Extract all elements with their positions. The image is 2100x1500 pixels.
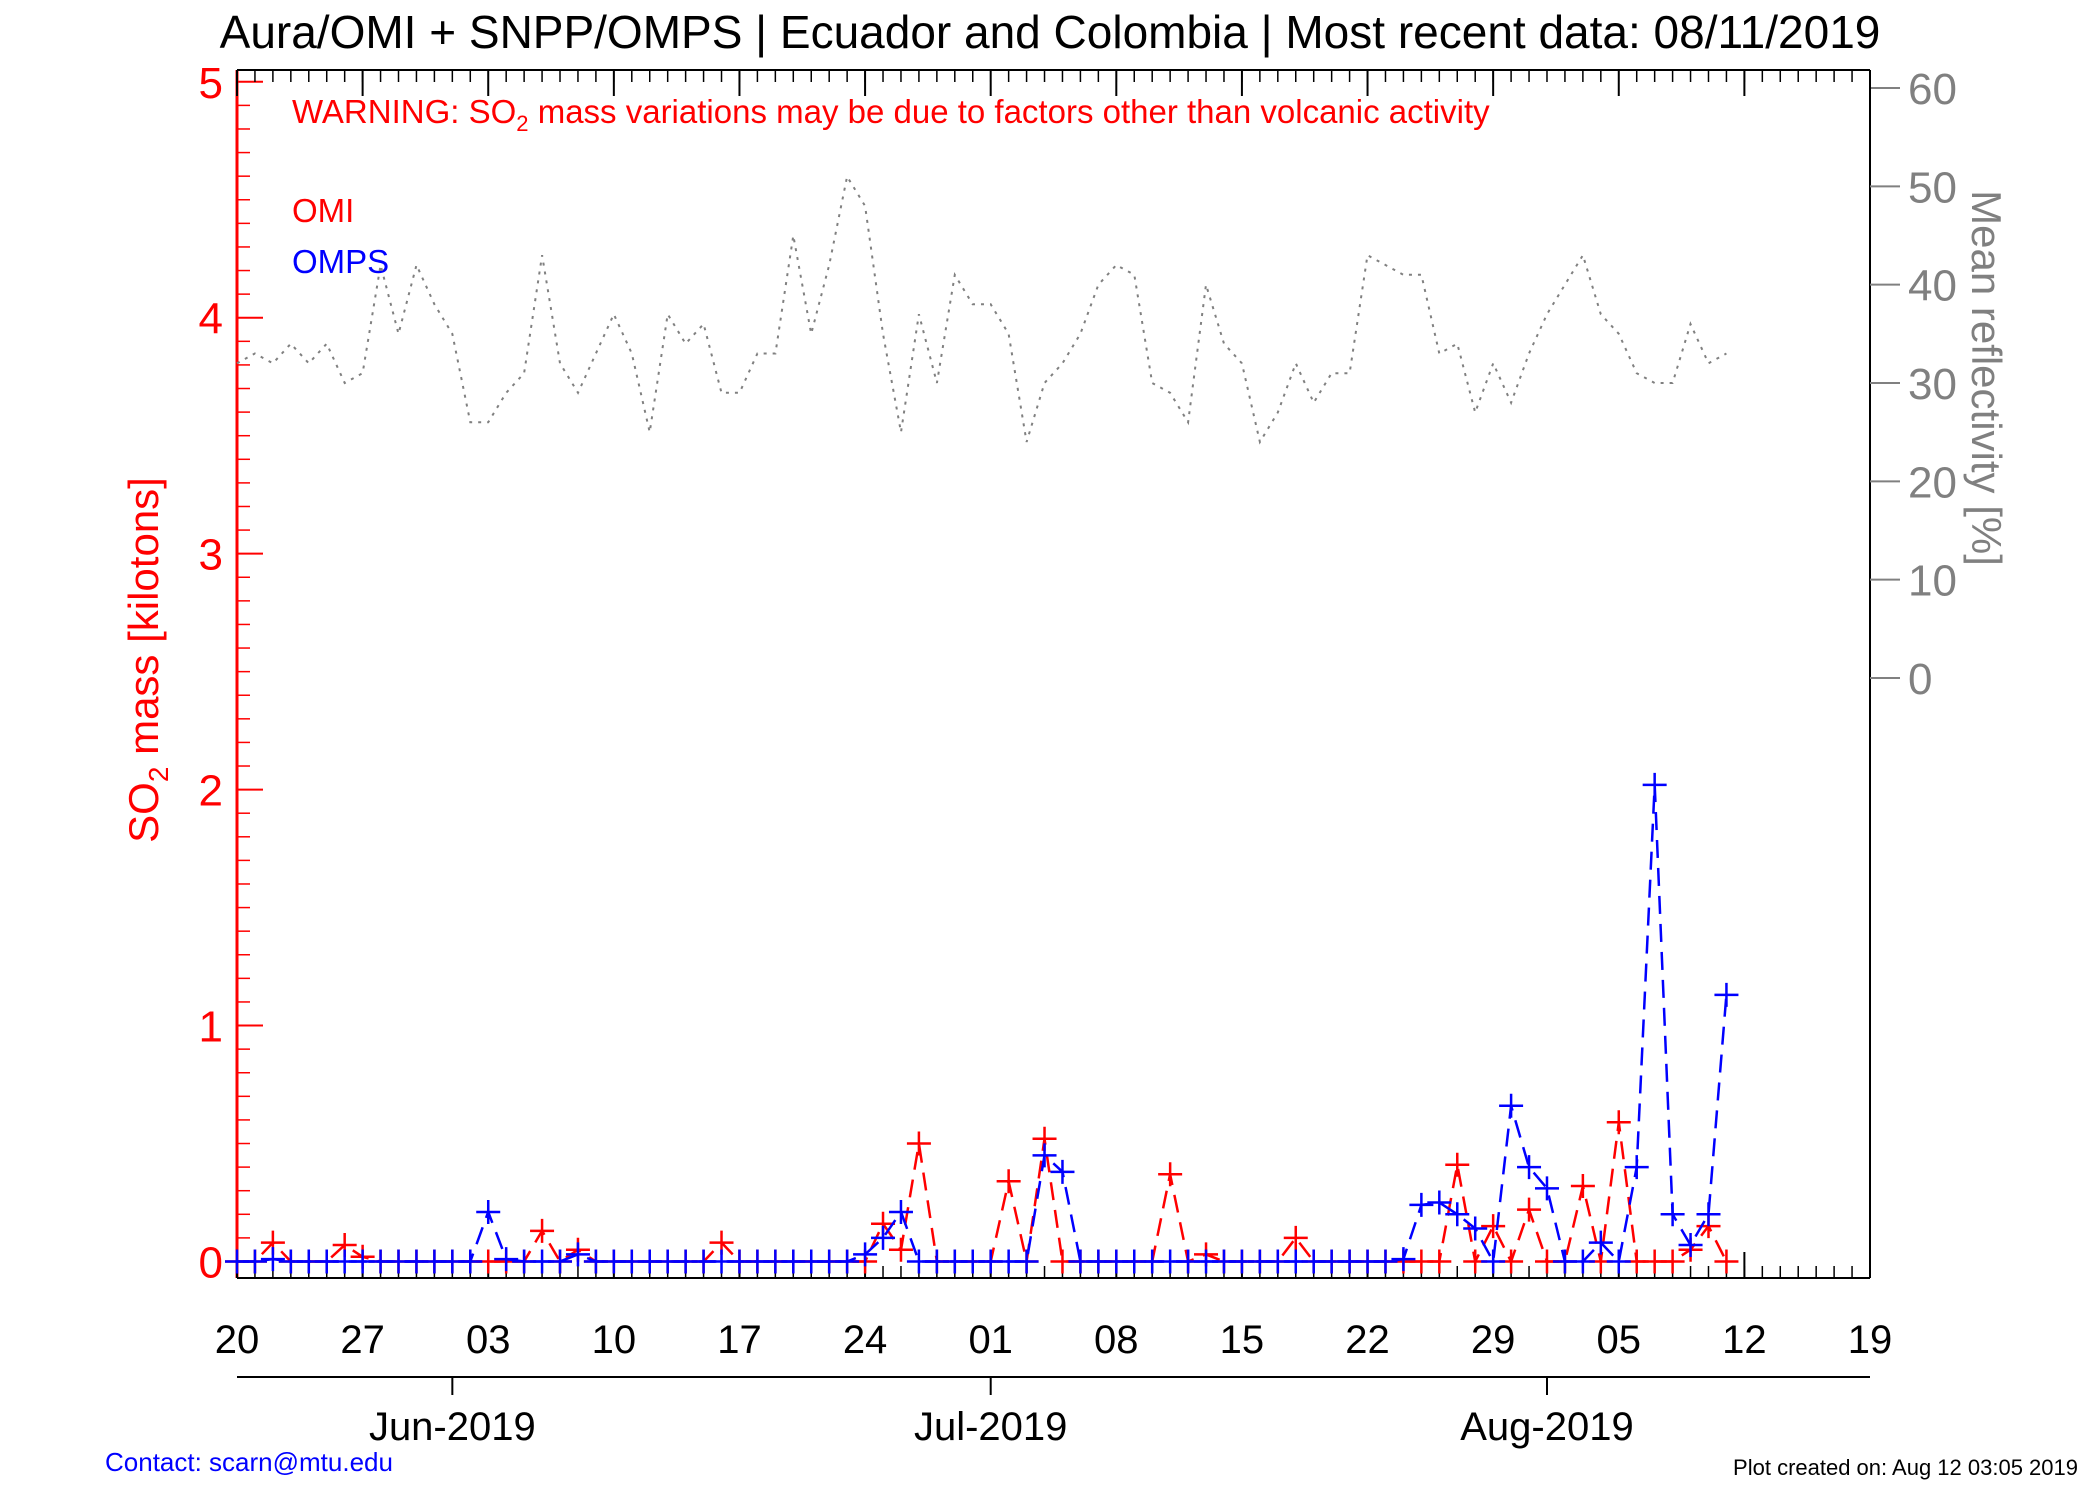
omps-point-marker xyxy=(1373,1249,1398,1274)
month-label: Aug-2019 xyxy=(1460,1405,1633,1449)
omps-point-marker xyxy=(476,1199,501,1224)
omi-point-marker xyxy=(1517,1197,1542,1222)
omps-point-marker xyxy=(1606,1249,1631,1274)
omps-point-marker xyxy=(1534,1176,1559,1201)
x-tick-label: 10 xyxy=(592,1318,637,1362)
footer-contact: Contact: scarn@mtu.edu xyxy=(105,1447,393,1477)
omi-point-marker xyxy=(1158,1162,1183,1187)
omps-point-marker xyxy=(835,1249,860,1274)
omps-point-marker xyxy=(1678,1232,1703,1257)
x-tick-label: 15 xyxy=(1220,1318,1265,1362)
omi-point-marker xyxy=(996,1169,1021,1194)
left-axis-label-prefix: SO xyxy=(120,782,167,843)
omps-series-line xyxy=(237,784,1728,1266)
omi-series-line xyxy=(237,1122,1728,1266)
omps-point-marker xyxy=(242,1249,267,1274)
left-axis-label-subscript: 2 xyxy=(143,767,174,783)
omps-point-marker xyxy=(1696,1202,1721,1227)
omi-point-marker xyxy=(888,1237,913,1262)
omi-point-marker xyxy=(1481,1214,1506,1239)
omps-point-marker xyxy=(871,1225,896,1250)
omps-point-marker xyxy=(1624,1155,1649,1180)
omps-point-marker xyxy=(853,1242,878,1267)
omps-point-marker xyxy=(458,1249,483,1274)
footer-created: Plot created on: Aug 12 03:05 2019 xyxy=(1733,1455,2078,1480)
right-tick-label: 50 xyxy=(1908,163,1957,212)
right-tick-label: 0 xyxy=(1908,655,1932,704)
left-axis-label: SO2 mass [kilotons] xyxy=(120,477,174,843)
omps-point-marker xyxy=(1570,1249,1595,1274)
right-tick-label: 30 xyxy=(1908,360,1957,409)
month-label: Jul-2019 xyxy=(914,1405,1067,1449)
month-label: Jun-2019 xyxy=(369,1405,536,1449)
warning-text: WARNING: SO2 mass variations may be due … xyxy=(292,93,1490,136)
left-tick-label: 0 xyxy=(199,1238,223,1287)
legend-omps: OMPS xyxy=(292,243,389,280)
x-tick-label: 22 xyxy=(1345,1318,1390,1362)
omps-point-marker xyxy=(1588,1230,1613,1255)
omps-point-marker xyxy=(1714,982,1739,1007)
mean-reflectivity-series-line xyxy=(236,173,1727,445)
x-tick-label: 12 xyxy=(1722,1318,1767,1362)
omps-point-marker xyxy=(1660,1202,1685,1227)
omps-point-marker xyxy=(1409,1192,1434,1217)
omps-point-marker xyxy=(548,1249,573,1274)
left-tick-label: 3 xyxy=(199,531,223,580)
omps-point-marker xyxy=(1463,1216,1488,1241)
right-tick-label: 60 xyxy=(1908,65,1957,114)
omps-point-marker xyxy=(1642,772,1667,797)
omps-point-marker xyxy=(1427,1190,1452,1215)
x-tick-label: 08 xyxy=(1094,1318,1139,1362)
omi-point-marker xyxy=(1427,1249,1452,1274)
right-tick-label: 40 xyxy=(1908,262,1957,311)
omps-point-marker xyxy=(565,1242,590,1267)
x-tick-label: 27 xyxy=(340,1318,385,1362)
left-tick-label: 4 xyxy=(199,295,223,344)
right-tick-label: 10 xyxy=(1908,557,1957,606)
omi-point-marker xyxy=(1570,1173,1595,1198)
left-tick-label: 5 xyxy=(199,59,223,108)
x-tick-label: 03 xyxy=(466,1318,511,1362)
omps-point-marker xyxy=(1032,1143,1057,1168)
warning-suffix: mass variations may be due to factors ot… xyxy=(529,93,1491,130)
omps-point-marker xyxy=(260,1247,285,1272)
x-tick-label: 29 xyxy=(1471,1318,1516,1362)
x-tick-label: 19 xyxy=(1848,1318,1893,1362)
left-tick-label: 2 xyxy=(199,767,223,816)
left-tick-label: 1 xyxy=(199,1003,223,1052)
omi-point-marker xyxy=(530,1218,555,1243)
x-tick-label: 17 xyxy=(717,1318,762,1362)
x-tick-label: 24 xyxy=(843,1318,888,1362)
omps-point-marker xyxy=(1481,1249,1506,1274)
omps-point-marker xyxy=(1517,1155,1542,1180)
omps-point-marker xyxy=(1014,1249,1039,1274)
omps-point-marker xyxy=(888,1199,913,1224)
omi-point-marker xyxy=(1283,1225,1308,1250)
chart-title: Aura/OMI + SNPP/OMPS | Ecuador and Colom… xyxy=(220,6,1881,58)
right-axis-label: Mean reflectivity [%] xyxy=(1963,190,2010,566)
warning-subscript: 2 xyxy=(516,111,528,136)
x-tick-label: 01 xyxy=(968,1318,1013,1362)
warning-prefix: WARNING: SO xyxy=(292,93,516,130)
omps-point-marker xyxy=(1391,1247,1416,1272)
legend-omi: OMI xyxy=(292,192,354,229)
omps-point-marker xyxy=(1499,1093,1524,1118)
right-tick-label: 20 xyxy=(1908,458,1957,507)
omi-point-marker xyxy=(1606,1110,1631,1135)
omi-point-marker xyxy=(1714,1249,1739,1274)
omi-point-marker xyxy=(906,1131,931,1156)
x-tick-label: 05 xyxy=(1597,1318,1642,1362)
omi-point-marker xyxy=(1445,1152,1470,1177)
x-tick-label: 20 xyxy=(215,1318,260,1362)
left-axis-label-suffix: mass [kilotons] xyxy=(120,477,167,766)
omi-point-marker xyxy=(1660,1249,1685,1274)
omps-point-marker xyxy=(1445,1202,1470,1227)
omps-point-marker xyxy=(1050,1159,1075,1184)
omps-point-marker xyxy=(494,1247,519,1272)
